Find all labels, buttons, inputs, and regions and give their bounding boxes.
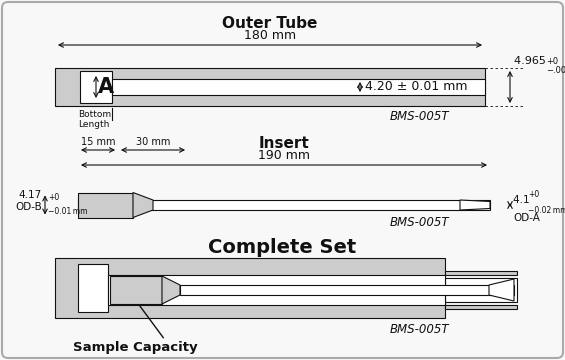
Text: Outer Tube: Outer Tube: [222, 16, 318, 31]
Text: Sample Capacity: Sample Capacity: [73, 342, 198, 355]
Bar: [78, 264, 108, 312]
Polygon shape: [489, 279, 514, 301]
Text: Complete Set: Complete Set: [208, 238, 357, 257]
Text: A: A: [98, 77, 114, 97]
Text: 190 mm: 190 mm: [258, 149, 310, 162]
Bar: [55, 68, 485, 106]
Bar: [55, 258, 445, 318]
Text: −0.02 mm: −0.02 mm: [528, 206, 565, 215]
Polygon shape: [133, 193, 153, 217]
Text: BMS-005T: BMS-005T: [390, 323, 450, 336]
Bar: [80, 71, 112, 103]
Bar: [445, 305, 517, 309]
Bar: [78, 193, 133, 217]
Text: 4.17
OD-B: 4.17 OD-B: [15, 190, 42, 212]
Bar: [78, 200, 490, 210]
Text: −.005: −.005: [546, 66, 565, 75]
Text: 15 mm: 15 mm: [81, 137, 115, 147]
Text: 4.20 ± 0.01 mm: 4.20 ± 0.01 mm: [365, 81, 467, 94]
Bar: [112, 79, 485, 95]
Text: OD-A: OD-A: [513, 213, 540, 223]
Text: 30 mm: 30 mm: [136, 137, 170, 147]
Text: 4.1: 4.1: [513, 195, 533, 205]
Bar: [108, 275, 445, 305]
Text: −0.01 mm: −0.01 mm: [48, 207, 88, 216]
Text: +0: +0: [528, 190, 539, 199]
Bar: [180, 285, 514, 295]
Text: +0: +0: [48, 193, 59, 202]
Text: Bottom
Length: Bottom Length: [78, 110, 111, 129]
Polygon shape: [162, 276, 180, 304]
Bar: [110, 276, 162, 304]
Text: 4.965: 4.965: [514, 56, 549, 66]
Text: Insert: Insert: [259, 136, 310, 151]
Text: BMS-005T: BMS-005T: [390, 216, 450, 229]
Polygon shape: [460, 200, 490, 210]
Bar: [445, 278, 517, 302]
Bar: [445, 271, 517, 275]
Text: BMS-005T: BMS-005T: [390, 110, 450, 123]
Text: +0: +0: [546, 57, 558, 66]
Text: 180 mm: 180 mm: [244, 29, 296, 42]
